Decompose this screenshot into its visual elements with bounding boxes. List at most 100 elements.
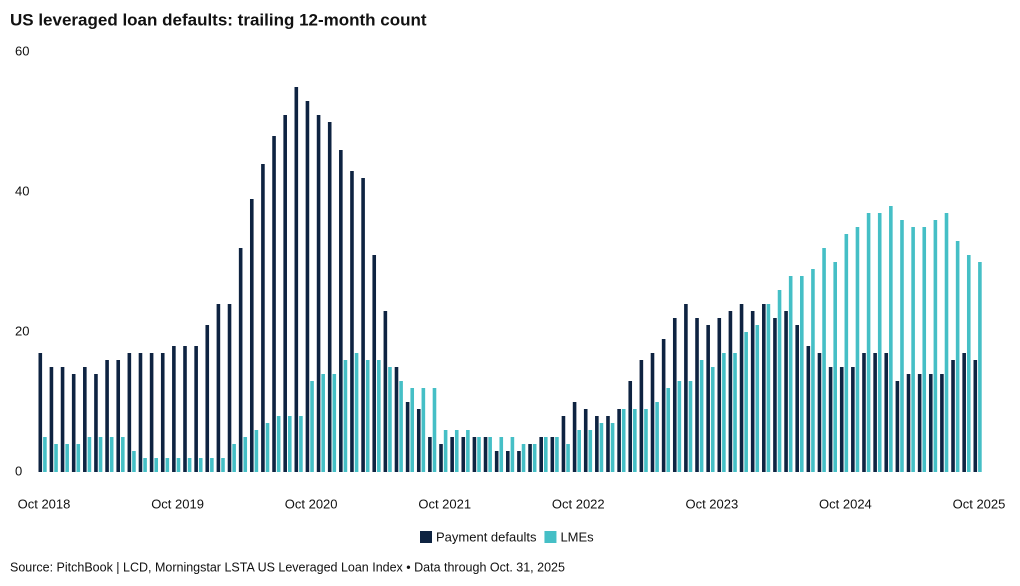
- bar: [183, 346, 187, 472]
- bar: [517, 451, 521, 472]
- bar: [528, 444, 532, 472]
- bar: [688, 381, 693, 472]
- bar: [43, 437, 47, 472]
- bar: [416, 409, 421, 472]
- bar: [839, 367, 844, 472]
- bar: [310, 381, 314, 472]
- bar: [762, 304, 766, 472]
- bar: [443, 430, 448, 472]
- bar: [383, 311, 388, 472]
- bar: [777, 290, 782, 472]
- bar: [922, 227, 927, 472]
- bar: [316, 115, 321, 472]
- bar: [933, 220, 938, 472]
- bar: [784, 311, 788, 472]
- bar: [483, 437, 488, 472]
- x-tick-label: Oct 2024: [819, 496, 872, 511]
- bar: [109, 437, 114, 472]
- bar: [633, 409, 637, 472]
- bar: [561, 416, 566, 472]
- bar: [851, 367, 855, 472]
- x-tick-label: Oct 2023: [685, 496, 738, 511]
- bar: [532, 444, 537, 472]
- bar: [287, 416, 292, 472]
- bar: [650, 353, 655, 472]
- bar: [494, 451, 499, 472]
- bar: [238, 248, 243, 472]
- bar: [87, 437, 92, 472]
- bar: [143, 458, 147, 472]
- y-tick-label: 40: [15, 183, 29, 198]
- bar: [833, 262, 837, 472]
- bar: [677, 381, 682, 472]
- bar: [655, 402, 659, 472]
- bar: [98, 437, 103, 472]
- bar: [695, 318, 699, 472]
- x-tick-label: Oct 2018: [18, 496, 71, 511]
- bar: [877, 213, 882, 472]
- bar: [617, 409, 621, 472]
- bar: [744, 332, 748, 472]
- bar: [906, 374, 911, 472]
- bar: [65, 444, 69, 472]
- bar: [221, 458, 225, 472]
- bar: [806, 346, 811, 472]
- bar: [488, 437, 492, 472]
- bar: [210, 458, 214, 472]
- bar: [766, 304, 771, 472]
- bar: [439, 444, 443, 472]
- bar: [539, 437, 543, 472]
- bar: [187, 458, 192, 472]
- bar: [198, 458, 203, 472]
- x-tick-label: Oct 2025: [953, 496, 1006, 511]
- bar: [672, 318, 677, 472]
- bar: [521, 444, 526, 472]
- bar: [116, 360, 121, 472]
- bar: [728, 311, 733, 472]
- bar: [405, 402, 410, 472]
- bar: [706, 325, 710, 472]
- bar: [194, 346, 198, 472]
- bar: [127, 353, 132, 472]
- bar: [750, 311, 755, 472]
- bar: [606, 416, 610, 472]
- x-tick-label: Oct 2019: [151, 496, 204, 511]
- bar: [354, 353, 359, 472]
- bar: [138, 353, 143, 472]
- bar: [54, 444, 58, 472]
- bar: [666, 388, 671, 472]
- bar: [466, 430, 470, 472]
- bar: [577, 430, 581, 472]
- bar: [176, 458, 181, 472]
- bar: [450, 437, 454, 472]
- bar: [844, 234, 849, 472]
- bar: [132, 451, 136, 472]
- bar: [321, 374, 325, 472]
- bar: [699, 360, 704, 472]
- x-tick-label: Oct 2020: [285, 496, 338, 511]
- legend-swatch: [544, 531, 557, 543]
- bar: [265, 423, 270, 472]
- bar: [254, 430, 259, 472]
- bar: [566, 444, 570, 472]
- bar: [822, 248, 826, 472]
- bar: [216, 304, 221, 472]
- x-tick-label: Oct 2022: [552, 496, 605, 511]
- bar: [410, 388, 415, 472]
- bar: [739, 304, 744, 472]
- bar: [895, 381, 900, 472]
- legend-label: LMEs: [560, 529, 594, 544]
- bar: [305, 101, 310, 472]
- bar: [272, 136, 276, 472]
- bar: [855, 227, 860, 472]
- bar: [499, 437, 504, 472]
- bar: [332, 374, 337, 472]
- bar: [83, 367, 87, 472]
- bar: [973, 360, 978, 472]
- bar: [917, 374, 922, 472]
- bar: [599, 423, 604, 472]
- bar: [944, 213, 949, 472]
- y-tick-label: 20: [15, 323, 29, 338]
- chart-title: US leveraged loan defaults: trailing 12-…: [10, 10, 427, 29]
